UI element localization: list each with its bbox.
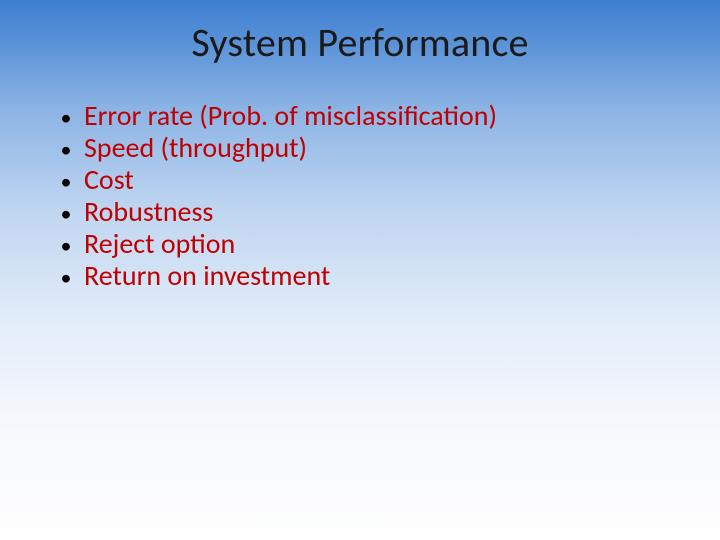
bullet-text: Cost xyxy=(84,166,134,194)
bullet-icon: • xyxy=(48,134,84,161)
list-item: • Return on investment xyxy=(48,262,660,290)
bullet-text: Error rate (Prob. of misclassification) xyxy=(84,102,497,130)
list-item: • Speed (throughput) xyxy=(48,134,660,162)
bullet-text: Speed (throughput) xyxy=(84,134,307,162)
bullet-icon: • xyxy=(48,262,84,289)
list-item: • Reject option xyxy=(48,230,660,258)
list-item: • Error rate (Prob. of misclassification… xyxy=(48,102,660,130)
slide: System Performance • Error rate (Prob. o… xyxy=(0,0,720,540)
list-item: • Cost xyxy=(48,166,660,194)
bullet-icon: • xyxy=(48,102,84,129)
list-item: • Robustness xyxy=(48,198,660,226)
bullet-list: • Error rate (Prob. of misclassification… xyxy=(48,102,660,294)
bullet-icon: • xyxy=(48,166,84,193)
bullet-icon: • xyxy=(48,230,84,257)
bullet-text: Robustness xyxy=(84,198,213,226)
bullet-icon: • xyxy=(48,198,84,225)
slide-title: System Performance xyxy=(0,18,720,67)
bullet-text: Return on investment xyxy=(84,262,330,290)
bullet-text: Reject option xyxy=(84,230,235,258)
